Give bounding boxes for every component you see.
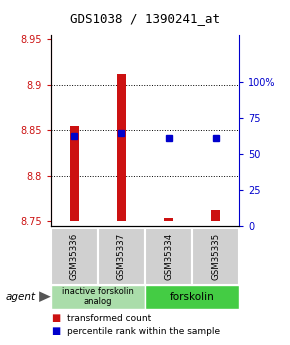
Text: transformed count: transformed count bbox=[67, 314, 151, 323]
Text: ■: ■ bbox=[51, 313, 60, 323]
Text: GSM35335: GSM35335 bbox=[211, 233, 220, 280]
Bar bbox=[211, 210, 220, 221]
Text: GSM35337: GSM35337 bbox=[117, 233, 126, 280]
Bar bbox=[98, 228, 145, 285]
Polygon shape bbox=[39, 292, 51, 302]
Bar bbox=[192, 228, 239, 285]
Bar bbox=[117, 74, 126, 221]
Text: agent: agent bbox=[6, 292, 36, 302]
Text: GSM35334: GSM35334 bbox=[164, 233, 173, 280]
Text: forskolin: forskolin bbox=[170, 292, 215, 302]
Text: GSM35336: GSM35336 bbox=[70, 233, 79, 280]
Bar bbox=[51, 285, 145, 309]
Text: GDS1038 / 1390241_at: GDS1038 / 1390241_at bbox=[70, 12, 220, 25]
Bar bbox=[164, 218, 173, 221]
Bar bbox=[145, 228, 192, 285]
Bar bbox=[145, 285, 239, 309]
Bar bbox=[51, 228, 98, 285]
Text: inactive forskolin
analog: inactive forskolin analog bbox=[62, 287, 134, 306]
Text: ■: ■ bbox=[51, 326, 60, 336]
Text: percentile rank within the sample: percentile rank within the sample bbox=[67, 327, 220, 336]
Bar bbox=[70, 126, 79, 221]
